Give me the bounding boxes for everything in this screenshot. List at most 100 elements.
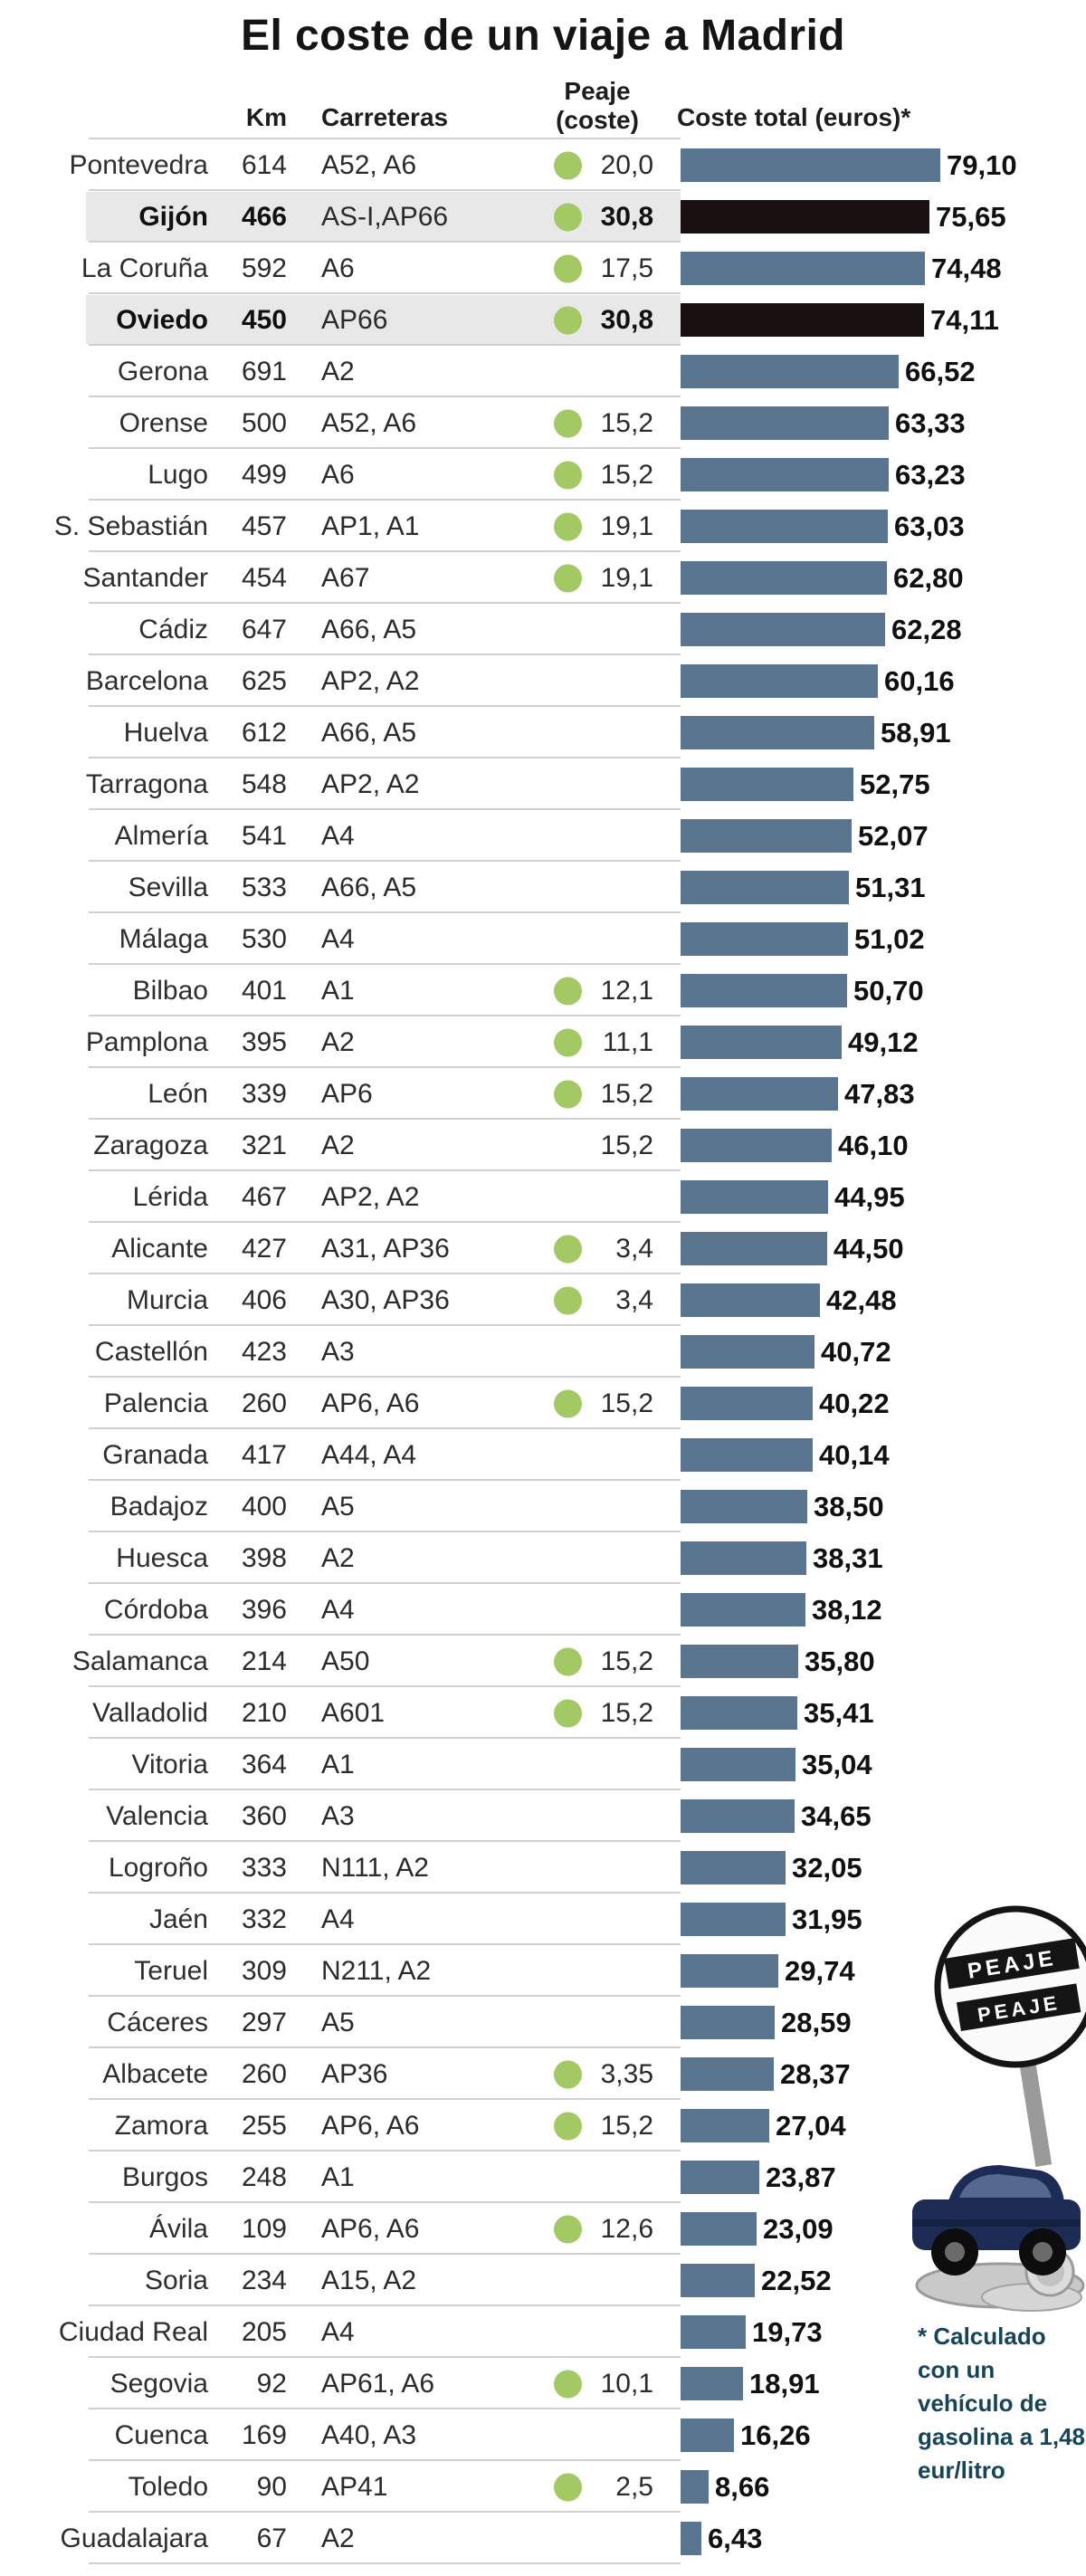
row-left: Lugo 499 A6 15,2 bbox=[0, 449, 681, 501]
bar-area: 35,80 bbox=[681, 1636, 1086, 1687]
total-value: 32,05 bbox=[792, 1851, 862, 1884]
km-value: 466 bbox=[241, 201, 287, 232]
toll-cell bbox=[504, 862, 681, 913]
row-left: Valladolid 210 A601 15,2 bbox=[0, 1687, 681, 1740]
total-value: 40,72 bbox=[821, 1335, 891, 1368]
bar-area: 40,72 bbox=[681, 1326, 1086, 1378]
city-label: León bbox=[148, 1078, 208, 1109]
toll-dot-icon bbox=[554, 1235, 582, 1264]
table-row: Ciudad Real 205 A4 19,73 bbox=[0, 2306, 1086, 2359]
row-left: Pontevedra 614 A52, A6 20,0 bbox=[0, 139, 681, 192]
toll-value: 17,5 bbox=[600, 253, 653, 283]
total-value: 8,66 bbox=[715, 2470, 770, 2503]
bar-area: 23,87 bbox=[681, 2151, 1086, 2203]
toll-value: 15,2 bbox=[600, 1697, 653, 1728]
total-value: 63,03 bbox=[894, 510, 965, 542]
km-value: 530 bbox=[241, 923, 287, 954]
roads-value: A30, AP36 bbox=[321, 1284, 450, 1315]
toll-value: 3,4 bbox=[615, 1233, 653, 1264]
km-value: 260 bbox=[241, 2058, 287, 2089]
city-label: Huesca bbox=[116, 1542, 208, 1573]
toll-cell bbox=[504, 2151, 681, 2203]
toll-cell bbox=[504, 1584, 681, 1636]
toll-dot-icon bbox=[554, 1699, 582, 1728]
roads-value: AP1, A1 bbox=[321, 510, 420, 541]
cost-bar bbox=[681, 2212, 757, 2247]
bar-area: 51,02 bbox=[681, 913, 1086, 965]
total-value: 35,04 bbox=[802, 1748, 872, 1780]
km-value: 398 bbox=[241, 1542, 287, 1573]
bar-area: 58,91 bbox=[681, 707, 1086, 758]
row-left: Burgos 248 A1 bbox=[0, 2151, 681, 2204]
cost-bar bbox=[681, 974, 847, 1008]
city-label: Barcelona bbox=[85, 665, 208, 696]
cost-bar bbox=[681, 1593, 805, 1627]
table-row: Cáceres 297 A5 28,59 bbox=[0, 1997, 1086, 2049]
cost-bar bbox=[681, 613, 885, 647]
table-row: S. Sebastián 457 AP1, A1 19,1 63,03 bbox=[0, 501, 1086, 553]
header-toll-line1: Peaje bbox=[564, 77, 631, 106]
total-value: 52,07 bbox=[858, 819, 929, 852]
roads-value: A40, A3 bbox=[321, 2419, 417, 2450]
roads-value: A2 bbox=[321, 356, 355, 386]
city-label: Tarragona bbox=[85, 768, 208, 799]
total-value: 52,75 bbox=[860, 768, 930, 800]
cost-bar bbox=[681, 561, 887, 596]
cost-bar bbox=[681, 1283, 820, 1318]
city-label: Pamplona bbox=[85, 1026, 208, 1057]
city-label: Zaragoza bbox=[93, 1130, 208, 1160]
cost-bar bbox=[681, 768, 853, 802]
toll-value: 15,2 bbox=[600, 1646, 653, 1676]
cost-bar bbox=[681, 664, 878, 699]
cost-bar bbox=[681, 2315, 746, 2350]
toll-cell bbox=[504, 1429, 681, 1481]
toll-cell: 12,6 bbox=[504, 2203, 681, 2255]
row-left: Soria 234 A15, A2 bbox=[0, 2255, 681, 2307]
city-label: Oviedo bbox=[116, 304, 208, 335]
toll-cell: 15,2 bbox=[504, 2100, 681, 2151]
roads-value: A4 bbox=[321, 923, 355, 954]
km-value: 234 bbox=[241, 2265, 287, 2295]
roads-value: A2 bbox=[321, 1130, 355, 1160]
row-left: Barcelona 625 AP2, A2 bbox=[0, 655, 681, 708]
roads-value: AP6, A6 bbox=[321, 1388, 420, 1418]
total-value: 19,73 bbox=[752, 2315, 823, 2348]
total-value: 58,91 bbox=[881, 716, 951, 749]
km-value: 360 bbox=[241, 1800, 287, 1831]
total-value: 44,95 bbox=[834, 1180, 905, 1213]
total-value: 31,95 bbox=[792, 1903, 862, 1935]
toll-cell: 15,2 bbox=[504, 1636, 681, 1687]
table-row: Orense 500 A52, A6 15,2 63,33 bbox=[0, 397, 1086, 450]
km-value: 339 bbox=[241, 1078, 287, 1109]
toll-cell: 3,4 bbox=[504, 1274, 681, 1326]
row-left: León 339 AP6 15,2 bbox=[0, 1068, 681, 1121]
toll-dot-icon bbox=[554, 564, 582, 593]
total-value: 79,10 bbox=[947, 148, 1017, 181]
toll-cell bbox=[504, 758, 681, 810]
cost-bar bbox=[681, 871, 849, 905]
toll-dot-icon bbox=[554, 2112, 582, 2141]
cost-bar bbox=[681, 819, 852, 854]
total-value: 42,48 bbox=[826, 1283, 897, 1316]
sign-band-bottom bbox=[956, 1983, 1081, 2032]
roads-value: A52, A6 bbox=[321, 407, 417, 438]
roads-value: A1 bbox=[321, 975, 355, 1006]
table-row: Murcia 406 A30, AP36 3,4 42,48 bbox=[0, 1274, 1086, 1327]
table-row: León 339 AP6 15,2 47,83 bbox=[0, 1068, 1086, 1121]
km-value: 612 bbox=[241, 717, 287, 748]
cost-bar bbox=[681, 1129, 832, 1163]
toll-cell: 15,2 bbox=[504, 1687, 681, 1739]
table-row: Alicante 427 A31, AP36 3,4 44,50 bbox=[0, 1223, 1086, 1275]
city-label: Jaén bbox=[148, 1903, 208, 1934]
toll-dot-icon bbox=[554, 1286, 582, 1315]
table-row: Soria 234 A15, A2 22,52 bbox=[0, 2255, 1086, 2307]
table-row: Málaga 530 A4 51,02 bbox=[0, 913, 1086, 966]
row-left: Murcia 406 A30, AP36 3,4 bbox=[0, 1274, 681, 1327]
total-value: 74,11 bbox=[930, 303, 999, 336]
toll-cell: 3,4 bbox=[504, 1223, 681, 1274]
row-left: Oviedo 450 AP66 30,8 bbox=[0, 294, 681, 347]
toll-cell bbox=[504, 2306, 681, 2358]
row-left: Gerona 691 A2 bbox=[0, 346, 681, 398]
toll-dot-icon bbox=[554, 977, 582, 1006]
cost-bar bbox=[681, 148, 940, 183]
